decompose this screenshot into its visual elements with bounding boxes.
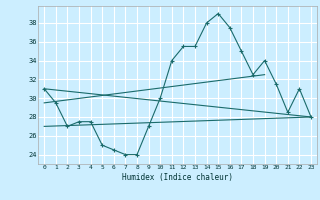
X-axis label: Humidex (Indice chaleur): Humidex (Indice chaleur) xyxy=(122,173,233,182)
